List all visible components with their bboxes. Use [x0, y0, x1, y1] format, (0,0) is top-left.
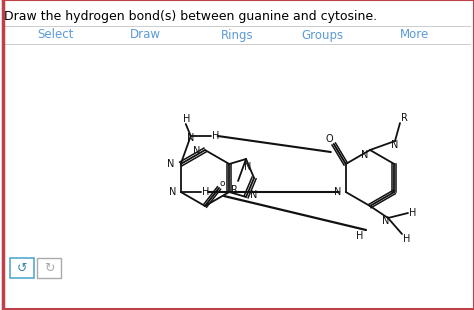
Text: More: More — [401, 29, 429, 42]
Text: N: N — [334, 187, 341, 197]
Text: H: H — [202, 187, 210, 197]
Text: N: N — [250, 190, 258, 200]
Text: Draw the hydrogen bond(s) between guanine and cytosine.: Draw the hydrogen bond(s) between guanin… — [4, 10, 377, 23]
Text: N: N — [193, 146, 201, 156]
Text: R: R — [401, 113, 408, 123]
Text: Draw: Draw — [129, 29, 161, 42]
Text: N: N — [383, 216, 390, 226]
Bar — [37, 258, 61, 278]
Text: H: H — [356, 231, 364, 241]
Text: ↻: ↻ — [44, 262, 54, 274]
Text: ↺: ↺ — [17, 262, 27, 274]
Text: H: H — [183, 114, 191, 124]
Text: H: H — [403, 234, 410, 244]
Text: N: N — [361, 150, 369, 160]
Text: Groups: Groups — [301, 29, 343, 42]
Text: R: R — [231, 185, 237, 195]
Text: N: N — [167, 159, 174, 169]
Bar — [10, 258, 34, 278]
Text: H: H — [410, 208, 417, 218]
Text: N: N — [187, 133, 194, 143]
Text: o: o — [219, 179, 225, 188]
Text: N: N — [392, 140, 399, 150]
Text: N: N — [245, 162, 252, 172]
Text: Rings: Rings — [221, 29, 253, 42]
Text: H: H — [212, 131, 219, 141]
Text: O: O — [326, 134, 334, 144]
Text: Select: Select — [37, 29, 73, 42]
Text: N: N — [169, 187, 176, 197]
